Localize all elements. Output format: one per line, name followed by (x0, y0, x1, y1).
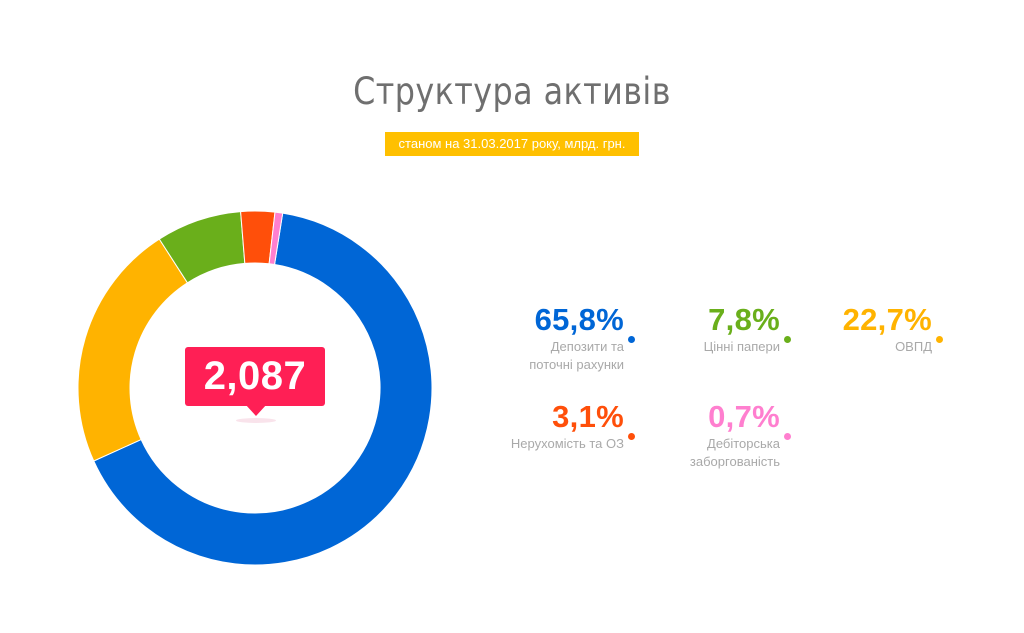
legend-item-securities: 7,8% Цінні папери (703, 302, 791, 356)
badge-shadow (236, 418, 276, 423)
legend-pct: 3,1% (552, 399, 624, 434)
legend-dot-icon (784, 336, 791, 343)
donut-slice (77, 238, 189, 462)
donut-slice (268, 211, 284, 266)
legend-label: Депозити та поточні рахунки (529, 339, 624, 372)
donut-slices (77, 210, 433, 566)
legend-pct: 0,7% (708, 399, 780, 434)
chart-subtitle-badge: станом на 31.03.2017 року, млрд. грн. (384, 132, 640, 156)
donut-slice (93, 212, 433, 566)
legend-label: Дебіторська заборгованість (689, 436, 780, 469)
legend-pct: 22,7% (842, 302, 932, 337)
total-value-badge: 2,087 (185, 347, 325, 406)
legend-dot-icon (628, 433, 635, 440)
legend-label: Нерухомість та ОЗ (510, 436, 624, 451)
legend-dot-icon (628, 336, 635, 343)
chart-title: Структура активів (353, 70, 671, 113)
legend-label: ОВПД (895, 339, 932, 354)
badge-pointer-icon (245, 404, 267, 416)
legend-item-real-estate: 3,1% Нерухомість та ОЗ (510, 399, 635, 453)
legend-dot-icon (936, 336, 943, 343)
legend-item-ovpd: 22,7% ОВПД (842, 302, 943, 356)
legend-pct: 7,8% (708, 302, 780, 337)
legend-pct: 65,8% (534, 302, 624, 337)
legend-item-receivables: 0,7% Дебіторська заборгованість (689, 399, 791, 471)
legend-item-deposits: 65,8% Депозити та поточні рахунки (529, 302, 635, 374)
legend-dot-icon (784, 433, 791, 440)
legend-label: Цінні папери (703, 339, 780, 354)
